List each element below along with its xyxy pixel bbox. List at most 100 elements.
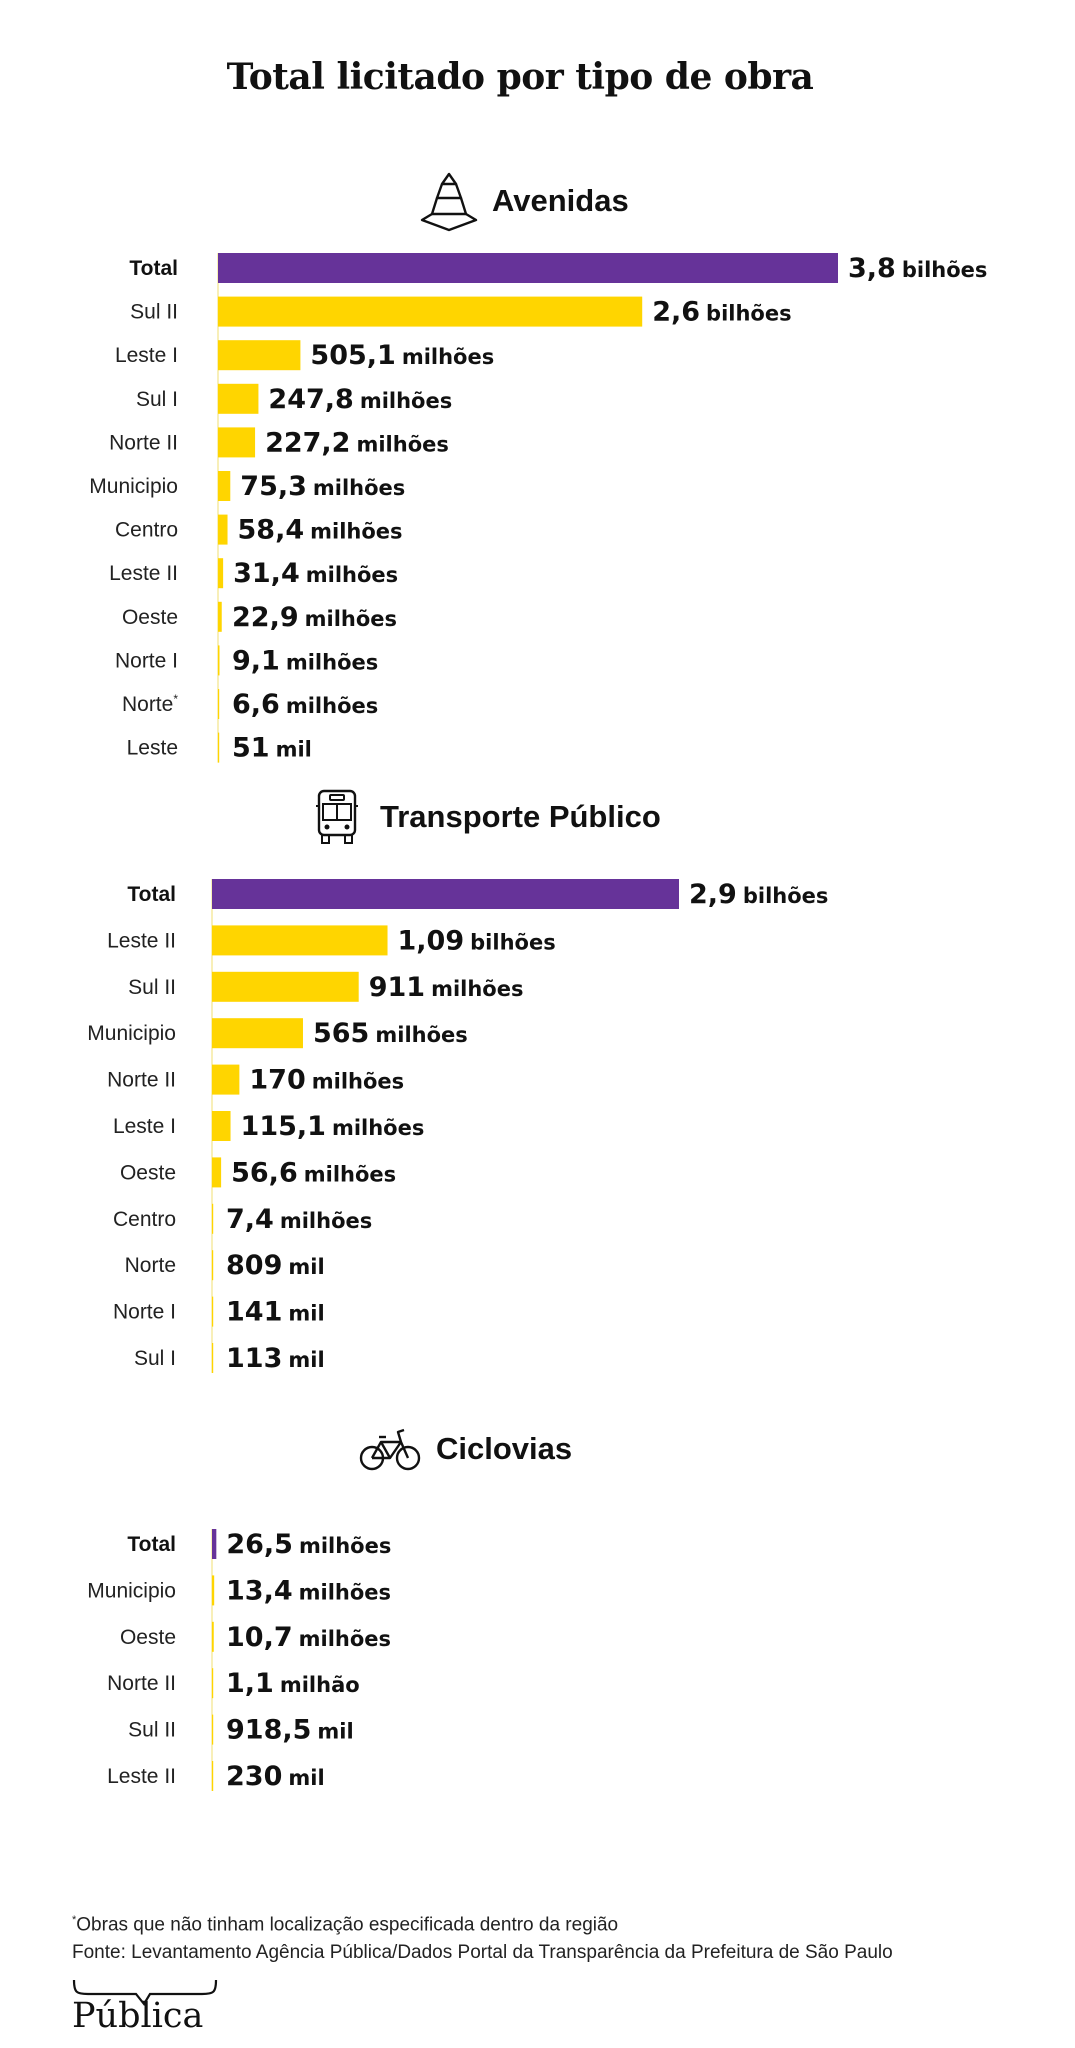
value-label: 58,4 milhões (238, 515, 403, 546)
footnote-note: *Obras que não tinham localização especi… (72, 1914, 619, 1936)
bar (218, 689, 220, 719)
value-label: 809 mil (226, 1250, 325, 1281)
row-label: Sul I (136, 388, 178, 411)
row-label: Municipio (87, 1579, 176, 1602)
bar-row-municipio: Municipio 565 milhões (87, 1018, 468, 1049)
row-label: Total (127, 883, 176, 906)
bar-row-norte: Norte* 6,6 milhões (122, 689, 378, 720)
bar-row-leste-i: Leste I 115,1 milhões (113, 1111, 424, 1142)
row-label: Oeste (120, 1626, 176, 1649)
chart-avenidas: Total 3,8 bilhões Sul II 2,6 bilhões Leste I 50… (89, 253, 987, 764)
row-label: Total (129, 257, 178, 280)
bar (218, 296, 643, 327)
bar-row-leste-ii: Leste II 230 mil (107, 1761, 325, 1792)
bar-row-municipio: Municipio 13,4 milhões (87, 1575, 391, 1606)
bicycle-icon (359, 1428, 421, 1471)
value-label: 227,2 milhões (265, 427, 449, 458)
row-label: Norte (125, 1254, 176, 1277)
bus-icon (316, 789, 358, 844)
bar-row-total: Total 3,8 bilhões (129, 253, 987, 284)
row-label: Leste II (107, 929, 176, 952)
value-label: 7,4 milhões (226, 1204, 372, 1235)
bar-row-sul-i: Sul I 113 mil (134, 1343, 325, 1374)
bar-total (212, 1529, 217, 1559)
bar (212, 1157, 222, 1188)
row-label: Sul I (134, 1347, 176, 1370)
value-label: 9,1 milhões (232, 645, 378, 676)
bar-row-norte-i: Norte I 9,1 milhões (115, 645, 378, 676)
footnote: *Obras que não tinham localização especi… (72, 1906, 893, 1967)
chart-title: Total licitado por tipo de obra (226, 56, 814, 98)
bar (212, 1018, 303, 1049)
row-label: Sul II (130, 301, 178, 324)
bar (212, 925, 388, 956)
bar (212, 1761, 214, 1791)
value-label: 26,5 milhões (226, 1529, 391, 1560)
section-title-ciclovias: Ciclovias (436, 1431, 573, 1466)
value-label: 565 milhões (313, 1018, 468, 1049)
bar-row-norte-ii: Norte II 227,2 milhões (109, 427, 449, 458)
row-label: Leste I (115, 344, 178, 367)
value-label: 1,1 milhão (226, 1668, 360, 1699)
section-title-avenidas: Avenidas (492, 183, 629, 218)
bar-row-norte-ii: Norte II 1,1 milhão (107, 1668, 360, 1699)
value-label: 13,4 milhões (226, 1575, 391, 1606)
row-label: Norte I (115, 649, 178, 672)
row-label: Norte II (109, 431, 178, 454)
row-label: Sul II (128, 1719, 176, 1742)
row-label: Sul II (128, 976, 176, 999)
bar (212, 1296, 214, 1327)
bar (212, 1668, 214, 1699)
footnote-source: Fonte: Levantamento Agência Pública/Dado… (72, 1942, 893, 1964)
bar (212, 971, 359, 1002)
bar (218, 471, 231, 501)
bar-row-sul-ii: Sul II 2,6 bilhões (130, 296, 792, 328)
bar-row-leste-i: Leste I 505,1 milhões (115, 340, 494, 371)
chart-transporte: Total 2,9 bilhões Leste II 1,09 bilhões Sul II… (87, 879, 828, 1374)
row-label: Leste II (107, 1765, 176, 1788)
bar-row-centro: Centro 58,4 milhões (115, 514, 403, 546)
row-label: Oeste (120, 1161, 176, 1184)
bar-total (218, 253, 838, 283)
value-label: 115,1 milhões (241, 1111, 425, 1142)
value-label: 2,6 bilhões (652, 297, 791, 328)
bar (218, 645, 220, 676)
row-label: Norte II (107, 1069, 176, 1092)
bar (218, 427, 256, 458)
bar-row-leste-ii: Leste II 1,09 bilhões (107, 925, 556, 956)
bar-total (212, 879, 679, 909)
bar (218, 732, 220, 763)
value-label: 505,1 milhões (310, 340, 494, 371)
bar (212, 1621, 214, 1652)
bar-row-sul-i: Sul I 247,8 milhões (136, 383, 452, 415)
section-header-transporte: Transporte Público (306, 786, 661, 848)
row-label: Leste (127, 737, 178, 760)
bar (212, 1714, 214, 1745)
row-label: Leste I (113, 1115, 176, 1138)
bar-row-oeste: Oeste 22,9 milhões (122, 601, 397, 633)
logo-text: Pública (72, 1996, 204, 2036)
value-label: 75,3 milhões (240, 471, 405, 502)
row-label: Total (127, 1533, 176, 1556)
logo-bracket (72, 1979, 218, 2006)
bar-row-municipio: Municipio 75,3 milhões (89, 471, 405, 502)
row-label: Norte* (122, 692, 178, 716)
row-label: Municipio (89, 475, 178, 498)
row-label: Norte I (113, 1301, 176, 1324)
bar-row-total: Total 2,9 bilhões (127, 879, 828, 910)
row-label: Leste II (109, 562, 178, 585)
row-label: Norte II (107, 1672, 176, 1695)
bar-row-oeste: Oeste 10,7 milhões (120, 1621, 391, 1653)
bar-row-sul-ii: Sul II 911 milhões (128, 971, 524, 1003)
value-label: 170 milhões (249, 1065, 404, 1096)
bar-row-norte-i: Norte I 141 mil (113, 1296, 325, 1328)
bar (218, 601, 222, 632)
section-header-avenidas: Avenidas (418, 170, 629, 232)
value-label: 911 milhões (369, 972, 524, 1003)
bar (212, 1575, 215, 1606)
bar (218, 383, 259, 414)
section-title-transporte: Transporte Público (380, 799, 661, 834)
bar-row-leste: Leste 51 mil (127, 732, 312, 764)
bar-row-norte: Norte 809 mil (125, 1250, 325, 1281)
value-label: 230 mil (226, 1761, 325, 1792)
